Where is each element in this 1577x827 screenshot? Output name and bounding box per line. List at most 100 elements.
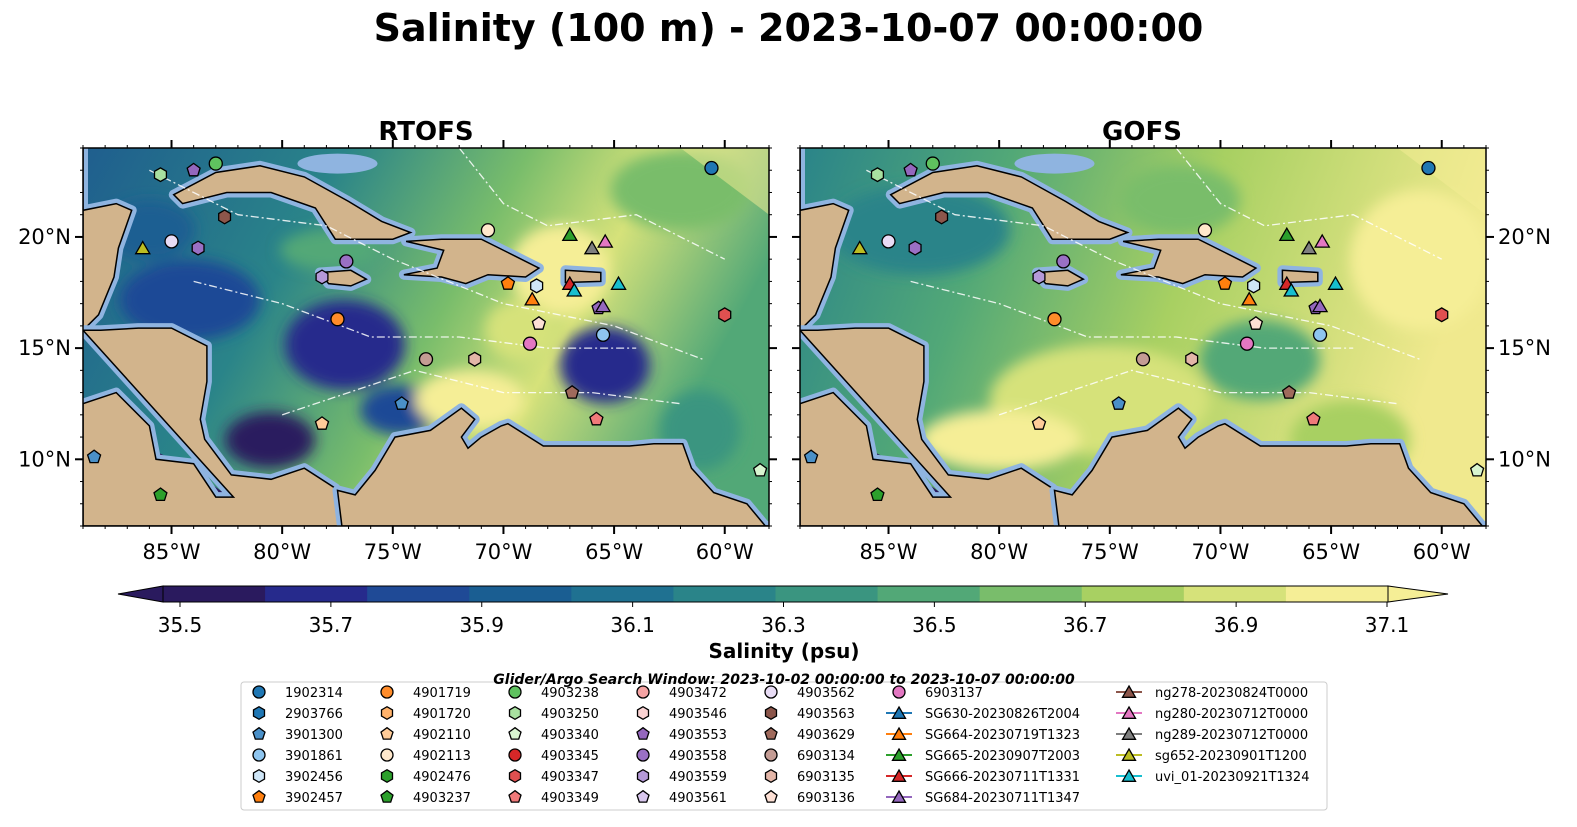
platform-marker (164, 234, 179, 249)
legend-label: 4901720 (413, 707, 471, 722)
boundary-line (866, 169, 1420, 360)
legend-marker (764, 768, 778, 784)
colorbar-tick-label: 36.9 (1214, 613, 1259, 637)
platform-marker (583, 240, 601, 255)
legend-marker (764, 705, 778, 721)
legend-label: 4903563 (797, 707, 855, 722)
legend-marker (380, 789, 394, 803)
southamerica-land (336, 407, 769, 526)
atlantic-region (680, 148, 769, 215)
platform-marker (903, 162, 918, 177)
legend-marker (252, 705, 266, 721)
legend-marker (1121, 726, 1137, 740)
colorbar-tick-label: 35.9 (459, 613, 504, 637)
legend-marker (508, 789, 522, 803)
platform-marker (468, 351, 482, 367)
puertorico-land (564, 269, 602, 284)
platform-marker (718, 307, 732, 323)
cuba-land (889, 165, 1130, 240)
x-tick-label: 65°W (585, 540, 643, 564)
platform-marker (1248, 315, 1264, 330)
legend-marker (380, 726, 394, 740)
legend-label: 4902113 (413, 749, 471, 764)
platform-marker (1032, 269, 1046, 285)
y-tick-label: 10°N (1498, 447, 1551, 471)
x-tick-label: 60°W (696, 540, 754, 564)
platform-marker (1135, 352, 1151, 367)
platform-marker (1283, 282, 1300, 297)
legend-marker (764, 726, 778, 740)
colorbar-segment (1285, 586, 1389, 602)
legend-marker (1121, 684, 1137, 698)
platform-marker (1421, 160, 1436, 176)
platform-marker (86, 449, 102, 464)
rtofs-title: RTOFS (378, 117, 473, 147)
legend-marker (380, 705, 394, 721)
platform-marker (394, 396, 409, 410)
platform-marker (597, 233, 614, 248)
platform-marker (208, 156, 223, 171)
colorbar-extend-high (1387, 585, 1449, 603)
platform-marker (480, 223, 496, 238)
platform-marker (1239, 336, 1255, 351)
y-tick-label: 15°N (18, 336, 71, 360)
platform-marker (339, 254, 354, 269)
platform-marker (561, 226, 579, 242)
legend-label: SG664-20230719T1323 (925, 728, 1080, 743)
colorbar-tick-label: 36.1 (610, 613, 655, 637)
x-tick-label: 60°W (1413, 540, 1471, 564)
legend-marker (252, 748, 266, 762)
central-land (800, 327, 1060, 526)
legend-label: 4903250 (541, 707, 599, 722)
platform-marker (564, 384, 580, 399)
colorbar-tick-label: 36.5 (912, 613, 957, 637)
gofs-title: GOFS (1102, 117, 1182, 147)
legend-label: uvi_01-20230921T1324 (1155, 770, 1309, 785)
platform-marker (1278, 226, 1296, 242)
colorbar-tick-label: 36.3 (761, 613, 806, 637)
legend-marker (764, 748, 778, 762)
x-tick-label: 75°W (364, 540, 422, 564)
colorbar-segment (979, 586, 1083, 602)
figure-title: Salinity (100 m) - 2023-10-07 00:00:00 (373, 6, 1204, 50)
platform-marker (1281, 384, 1297, 399)
legend-label: 4903629 (797, 728, 855, 743)
legend-label: SG630-20230826T2004 (925, 707, 1080, 722)
legend-label: 4903561 (669, 791, 727, 806)
platform-marker (925, 156, 940, 171)
yucatan-land (83, 148, 133, 332)
colorbar-segment (1183, 586, 1287, 602)
platform-marker (870, 167, 885, 183)
x-tick-label: 75°W (1081, 540, 1139, 564)
y-tick-label: 15°N (1498, 336, 1551, 360)
platform-marker (1197, 223, 1213, 238)
platform-marker (803, 449, 819, 464)
central-land (83, 327, 343, 526)
jamaica-land (318, 269, 368, 287)
platform-marker (851, 240, 868, 255)
platform-marker (610, 275, 627, 290)
legend-label: ng289-20230712T0000 (1155, 728, 1308, 743)
legend-marker (764, 685, 778, 699)
hispaniola-land (1120, 238, 1258, 285)
x-tick-label: 85°W (860, 540, 918, 564)
boundary-line (193, 280, 637, 349)
platform-marker (1241, 291, 1258, 306)
legend-marker (891, 726, 907, 740)
platform-marker (1247, 278, 1261, 294)
platform-marker (1435, 307, 1449, 323)
colorbar-segment (571, 586, 674, 602)
x-tick-label: 80°W (970, 540, 1028, 564)
legend-marker (508, 685, 522, 699)
legend-label: 4902110 (413, 728, 471, 743)
platform-marker (1056, 254, 1071, 269)
platform-marker (1217, 275, 1233, 290)
legend-label: 6903135 (797, 770, 855, 785)
platform-marker (153, 487, 168, 502)
legend-marker (891, 747, 907, 761)
platform-marker (1327, 275, 1344, 290)
legend-label: 4903472 (669, 686, 727, 701)
legend-marker (891, 705, 907, 719)
legend-marker (636, 768, 650, 784)
